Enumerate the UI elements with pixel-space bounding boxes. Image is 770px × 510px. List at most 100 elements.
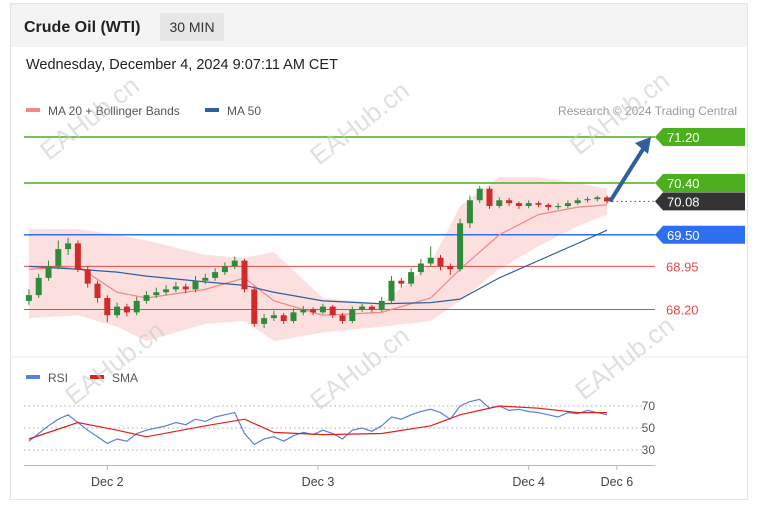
candle [535, 201, 542, 208]
candle-body [241, 260, 248, 290]
candle [241, 258, 248, 293]
candle [574, 197, 581, 205]
candle [310, 307, 317, 316]
candle [506, 197, 513, 206]
candle-body [339, 315, 346, 321]
candle-body [153, 292, 160, 296]
level-tag: 71.20 [655, 128, 745, 146]
candle [319, 303, 326, 315]
level-label: 68.20 [666, 303, 699, 318]
x-tick-label: Dec 2 [91, 475, 124, 489]
candle [221, 262, 228, 275]
candle-body [545, 204, 552, 208]
level-label: 70.08 [667, 194, 700, 209]
candle-body [417, 263, 424, 273]
candle [378, 296, 385, 312]
ma-line [28, 204, 608, 316]
candle [114, 302, 121, 319]
legend-swatch [26, 375, 40, 379]
candle [555, 203, 562, 210]
level-tag-box [655, 128, 745, 146]
interval-pill [160, 13, 224, 41]
candle [202, 273, 209, 285]
candle-body [94, 283, 101, 298]
candle [261, 314, 268, 328]
candle [457, 218, 464, 272]
candle [427, 246, 434, 267]
candle-body [35, 277, 42, 296]
candle-body [212, 272, 219, 278]
candle [212, 268, 219, 281]
candle-body [359, 306, 366, 310]
candle-body [172, 286, 179, 290]
candle-body [202, 277, 209, 281]
rsi-tick-label: 30 [642, 443, 656, 457]
rsi-line [28, 398, 608, 446]
candle [45, 260, 52, 281]
candle [359, 303, 366, 312]
candle-body [427, 257, 434, 264]
x-tick-label: Dec 4 [512, 475, 545, 489]
candle [182, 283, 189, 294]
candle-body [270, 315, 277, 319]
candle-body [408, 272, 415, 284]
candle [339, 312, 346, 324]
candle-body [280, 315, 287, 321]
candle-body [604, 197, 611, 202]
candle [515, 201, 522, 209]
candle [231, 256, 238, 270]
level-label: 68.95 [666, 259, 699, 274]
candle [94, 280, 101, 303]
candle-body [594, 197, 601, 200]
candle [368, 304, 375, 313]
candle-body [506, 200, 513, 204]
candle-body [584, 199, 591, 201]
candle-body [486, 188, 493, 206]
candle-body [231, 260, 238, 267]
candle [133, 296, 140, 316]
candle-body [437, 257, 444, 267]
candle [84, 266, 91, 288]
candle-body [300, 309, 307, 313]
candle-body [221, 266, 228, 273]
level-tag: 70.08 [655, 192, 745, 211]
ma-line [28, 229, 608, 305]
candle [172, 281, 179, 293]
x-tick-label: Dec 3 [302, 475, 335, 489]
candle-body [564, 203, 571, 206]
interval: 30 MIN [169, 19, 214, 35]
candle-body [555, 206, 562, 208]
candle-body [55, 249, 62, 267]
candle [25, 289, 32, 305]
candle [290, 308, 297, 324]
candle [329, 304, 336, 319]
level-tag: 69.50 [655, 225, 745, 244]
candle [417, 258, 424, 275]
candle-body [45, 266, 52, 278]
candle-body [261, 318, 268, 324]
candle-body [74, 243, 81, 270]
candle-body [515, 203, 522, 206]
timestamp: Wednesday, December 4, 2024 9:07:11 AM C… [26, 57, 338, 73]
candle [594, 195, 601, 202]
candle [192, 276, 199, 293]
candle-body [447, 266, 454, 270]
legend-swatch [205, 108, 219, 112]
candle [584, 196, 591, 203]
candle-body [457, 223, 464, 270]
candle-body [388, 280, 395, 301]
candle [143, 291, 150, 304]
candle [251, 286, 258, 327]
candle-body [163, 289, 170, 293]
candle-body [104, 298, 111, 316]
level-tag-box [655, 174, 745, 192]
candle-body [310, 309, 317, 313]
candle-body [114, 306, 121, 316]
candle [55, 240, 62, 270]
candle-body [574, 200, 581, 204]
title: Crude Oil (WTI) [24, 19, 140, 36]
candle-body [329, 306, 336, 316]
candle-body [290, 312, 297, 321]
candle-body [251, 289, 258, 324]
